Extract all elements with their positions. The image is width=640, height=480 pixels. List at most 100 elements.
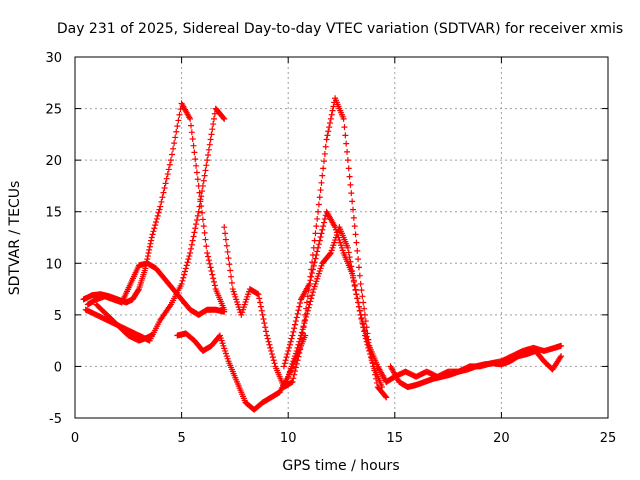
data-point <box>201 229 208 236</box>
data-point <box>315 241 322 248</box>
data-point <box>271 360 278 367</box>
data-point <box>362 335 369 342</box>
data-point <box>346 254 353 261</box>
data-point <box>318 230 325 237</box>
data-point <box>179 277 186 284</box>
data-point <box>315 244 322 251</box>
data-point <box>222 236 229 243</box>
data-point <box>220 114 227 121</box>
data-point <box>148 332 155 339</box>
data-point <box>171 140 178 147</box>
data-point <box>156 206 163 213</box>
data-point <box>226 261 233 268</box>
x-tick-label: 0 <box>71 431 79 446</box>
data-point <box>205 146 212 153</box>
data-point <box>209 126 216 133</box>
data-point <box>311 237 318 244</box>
data-point <box>366 347 373 354</box>
data-point <box>356 272 363 279</box>
data-point <box>222 230 229 237</box>
data-point <box>357 280 364 287</box>
data-point <box>282 357 289 364</box>
data-point <box>191 229 198 236</box>
data-point <box>343 140 350 147</box>
data-point <box>298 329 305 336</box>
x-axis-label: GPS time / hours <box>282 458 399 474</box>
data-point <box>297 332 304 339</box>
data-point <box>322 143 329 150</box>
x-tick-label: 10 <box>280 431 297 446</box>
data-point <box>188 241 195 248</box>
data-point <box>202 236 209 243</box>
data-point <box>211 282 218 289</box>
data-point <box>187 245 194 252</box>
data-point <box>166 161 173 168</box>
data-point <box>292 364 299 371</box>
data-point <box>289 378 296 385</box>
data-point <box>227 267 234 274</box>
data-point <box>383 394 390 401</box>
data-point <box>293 347 300 354</box>
data-point <box>161 184 168 191</box>
data-point <box>345 249 352 256</box>
data-point <box>367 354 374 361</box>
data-point <box>260 315 267 322</box>
data-point <box>303 310 310 317</box>
data-point <box>367 351 374 358</box>
series-arc-10 <box>387 347 565 391</box>
data-point <box>312 255 319 262</box>
data-point <box>146 243 153 250</box>
data-point <box>211 110 218 117</box>
data-point <box>255 291 262 298</box>
series-arc-4 <box>93 301 155 344</box>
data-point <box>228 279 235 286</box>
data-point <box>291 325 298 332</box>
data-point <box>303 313 310 320</box>
data-point <box>149 231 156 238</box>
data-point <box>314 215 321 222</box>
data-point <box>188 129 195 136</box>
series-arc-1 <box>80 100 228 313</box>
data-point <box>325 128 332 135</box>
data-point <box>345 165 352 172</box>
y-tick-label: 30 <box>45 51 62 66</box>
data-point <box>200 223 207 230</box>
data-point <box>199 188 206 195</box>
data-point <box>294 357 301 364</box>
data-point <box>283 354 290 361</box>
data-point <box>203 243 210 250</box>
data-point <box>326 251 333 258</box>
data-point <box>355 256 362 263</box>
data-point <box>210 121 217 128</box>
data-point <box>291 371 298 378</box>
data-point <box>319 226 326 233</box>
data-point <box>135 287 142 294</box>
data-point <box>304 307 311 314</box>
data-point <box>361 328 368 335</box>
plot-frame <box>74 56 609 419</box>
data-point <box>153 219 160 226</box>
data-point <box>148 234 155 241</box>
data-point <box>204 249 211 256</box>
data-point <box>359 320 366 327</box>
data-point <box>364 341 371 348</box>
data-point <box>321 219 328 226</box>
data-point <box>199 182 206 189</box>
data-point <box>319 172 326 179</box>
data-point <box>195 208 202 215</box>
data-point <box>189 135 196 142</box>
data-point <box>265 338 272 345</box>
data-point <box>209 271 216 278</box>
data-point <box>326 120 333 127</box>
data-point <box>257 299 264 306</box>
data-point <box>257 303 264 310</box>
data-point <box>341 124 348 131</box>
data-point <box>160 189 167 196</box>
y-tick-label: 5 <box>54 309 62 324</box>
data-point <box>187 115 194 122</box>
data-point <box>288 335 295 342</box>
data-point <box>355 264 362 271</box>
data-point <box>159 194 166 201</box>
data-point <box>311 259 318 266</box>
data-point <box>206 260 213 267</box>
